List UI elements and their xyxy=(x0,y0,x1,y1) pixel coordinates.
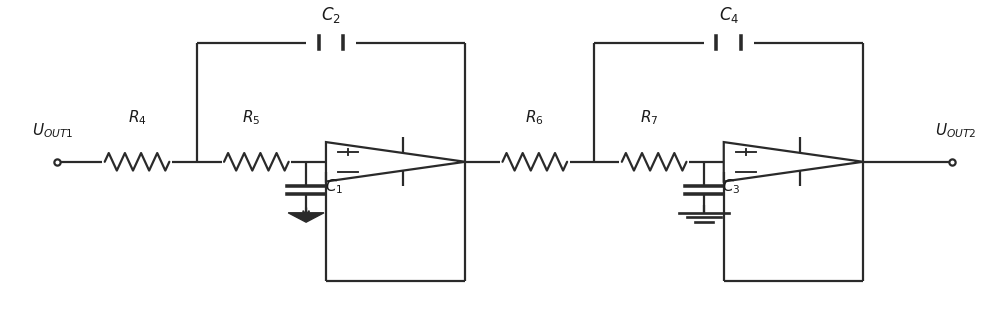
Text: $C_3$: $C_3$ xyxy=(722,178,741,196)
Text: $R_5$: $R_5$ xyxy=(242,108,261,127)
Text: $R_4$: $R_4$ xyxy=(128,108,146,127)
Polygon shape xyxy=(288,213,324,222)
Text: $R_7$: $R_7$ xyxy=(640,108,658,127)
Text: $C_1$: $C_1$ xyxy=(325,178,343,196)
Text: $C_2$: $C_2$ xyxy=(321,5,341,25)
Text: $R_6$: $R_6$ xyxy=(525,108,544,127)
Text: $C_4$: $C_4$ xyxy=(719,5,739,25)
Text: $U_{OUT1}$: $U_{OUT1}$ xyxy=(32,121,73,140)
Text: $U_{OUT2}$: $U_{OUT2}$ xyxy=(935,121,976,140)
